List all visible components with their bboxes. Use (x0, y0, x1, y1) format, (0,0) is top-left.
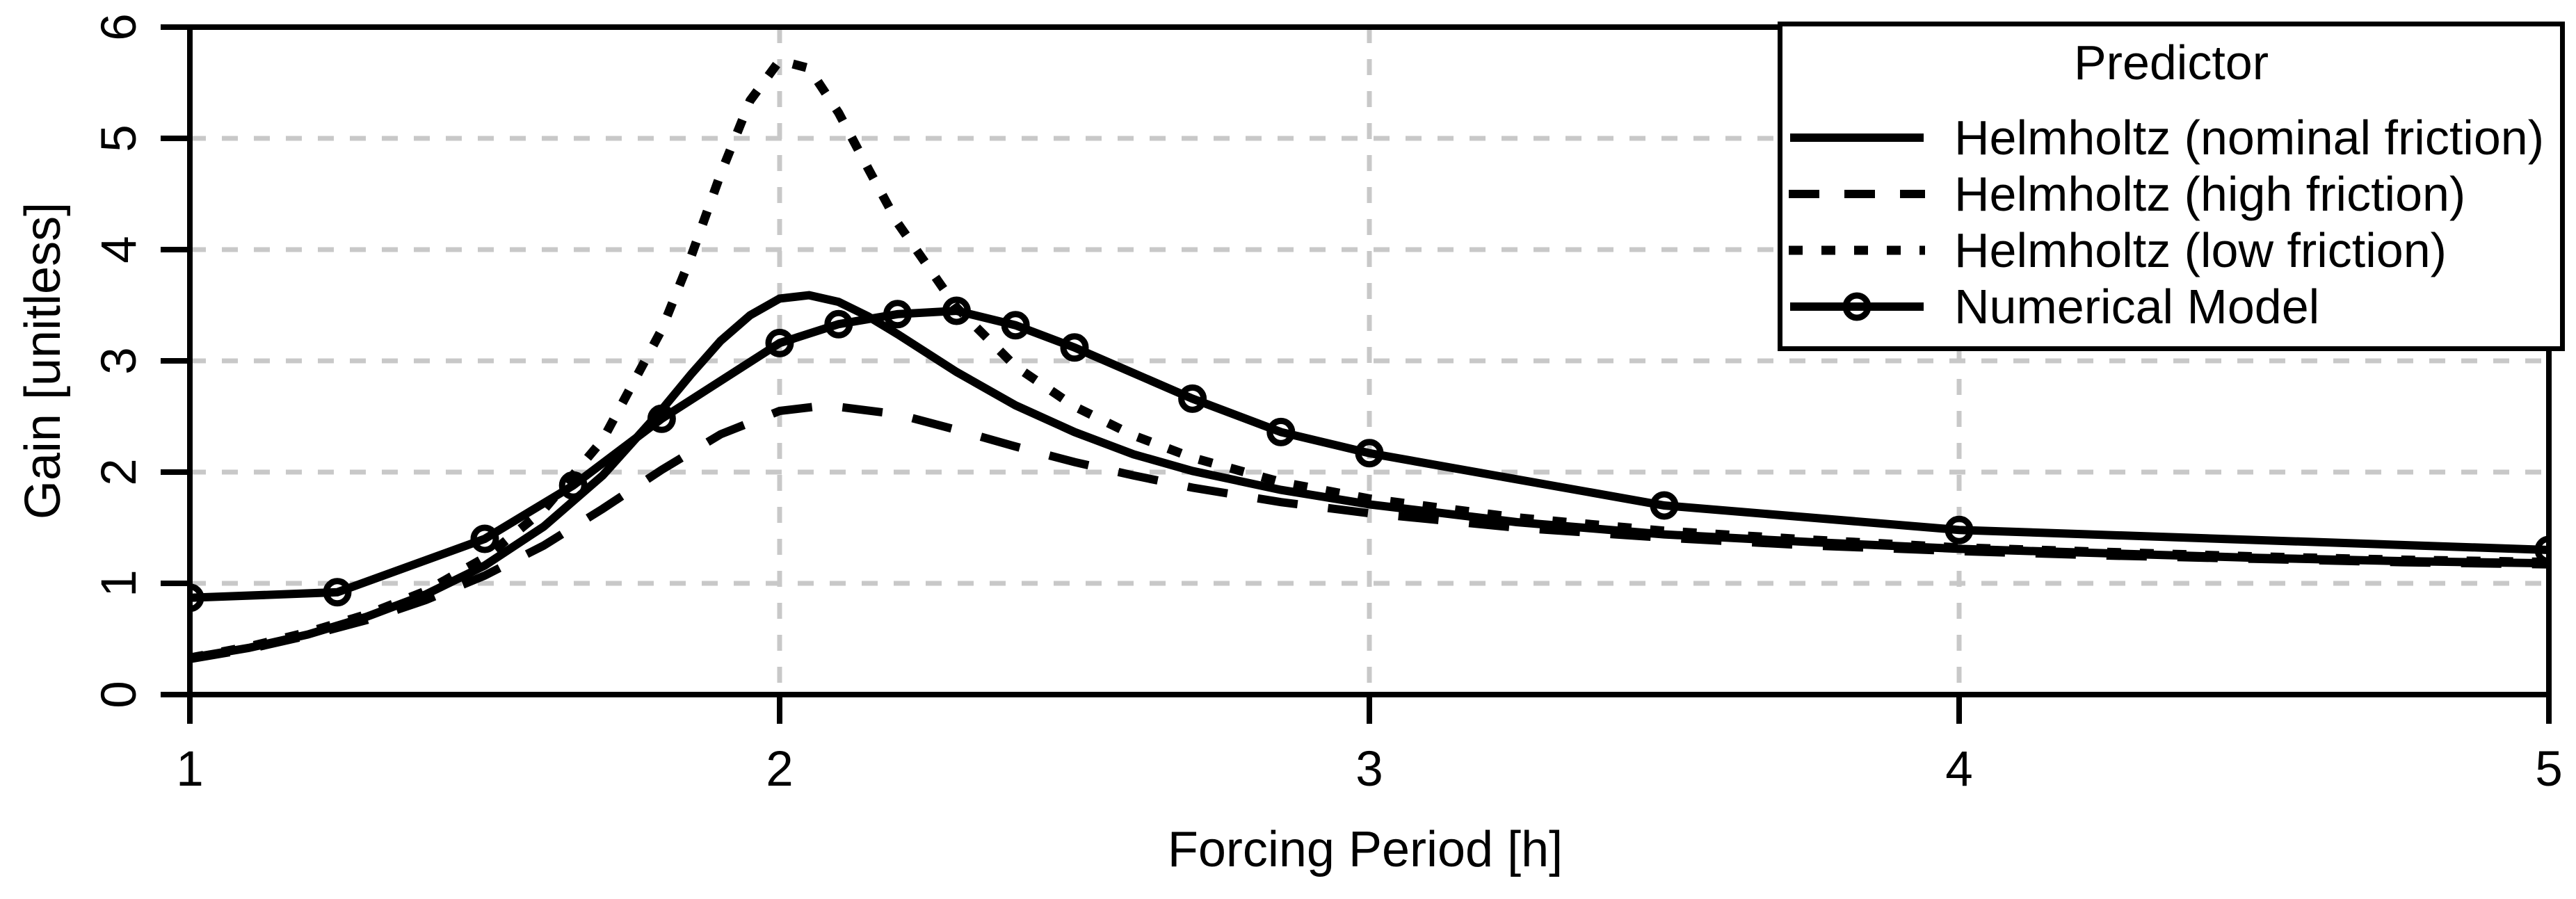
data-point-marker (1650, 491, 1679, 520)
data-point-marker (647, 404, 676, 433)
data-point-marker (765, 328, 794, 357)
data-point-marker (1945, 515, 1974, 544)
y-tick-label: 0 (92, 681, 147, 708)
legend-label: Helmholtz (high friction) (1954, 167, 2466, 221)
axis-ticks (161, 24, 2552, 724)
data-point-marker (1001, 311, 1030, 340)
legend-label: Helmholtz (nominal friction) (1954, 111, 2545, 165)
y-tick-label: 5 (92, 124, 147, 152)
plot-border (187, 24, 2552, 697)
dotted-line-icon (1789, 245, 1925, 255)
data-point-marker (558, 471, 588, 500)
data-point-marker (190, 583, 204, 613)
dashed-line-icon (1789, 190, 1925, 198)
data-point-marker (323, 578, 352, 607)
series-line-solid-markers (190, 306, 2549, 602)
data-point-marker (470, 524, 499, 553)
data-point-marker (1060, 333, 1089, 362)
legend-item-helmholtz-nominal: Helmholtz (nominal friction) (1787, 107, 2544, 168)
x-tick-label: 5 (2535, 742, 2563, 797)
legend-label: Numerical Model (1954, 280, 2320, 334)
data-point-marker (2534, 535, 2549, 565)
data-point-marker (942, 296, 971, 325)
series-line-dashed (190, 400, 2549, 663)
data-point-marker (1355, 439, 1384, 468)
x-tick-label: 4 (1945, 742, 1973, 797)
y-tick-label: 1 (92, 569, 147, 597)
series-group (190, 55, 2549, 663)
y-tick-label: 2 (92, 458, 147, 486)
line-with-circle-marker-icon (1790, 292, 1924, 321)
legend-item-helmholtz-high: Helmholtz (high friction) (1787, 163, 2465, 225)
solid-line-icon (1790, 133, 1924, 142)
x-axis-title: Forcing Period [h] (1167, 822, 1563, 877)
y-tick-label: 6 (92, 13, 147, 41)
y-tick-label: 4 (92, 236, 147, 264)
legend: Predictor Helmholtz (nominal friction) H… (1778, 22, 2565, 351)
legend-label: Helmholtz (low friction) (1954, 223, 2447, 277)
legend-title: Predictor (2073, 35, 2269, 90)
y-axis-title: Gain [unitless] (15, 202, 71, 520)
x-tick-label: 3 (1355, 742, 1383, 797)
tick-labels: 1 2 3 4 5 0 1 2 3 4 5 6 (92, 13, 2563, 797)
x-tick-label: 1 (176, 742, 204, 797)
x-tick-label: 2 (766, 742, 794, 797)
series-line-dotted (190, 55, 2549, 663)
data-point-marker (1178, 384, 1207, 413)
data-point-marker (824, 309, 853, 339)
y-tick-label: 3 (92, 347, 147, 375)
legend-item-numerical-model: Numerical Model (1787, 276, 2319, 337)
data-point-marker (1266, 417, 1296, 446)
legend-item-helmholtz-low: Helmholtz (low friction) (1787, 220, 2447, 281)
data-point-marker (883, 300, 912, 329)
